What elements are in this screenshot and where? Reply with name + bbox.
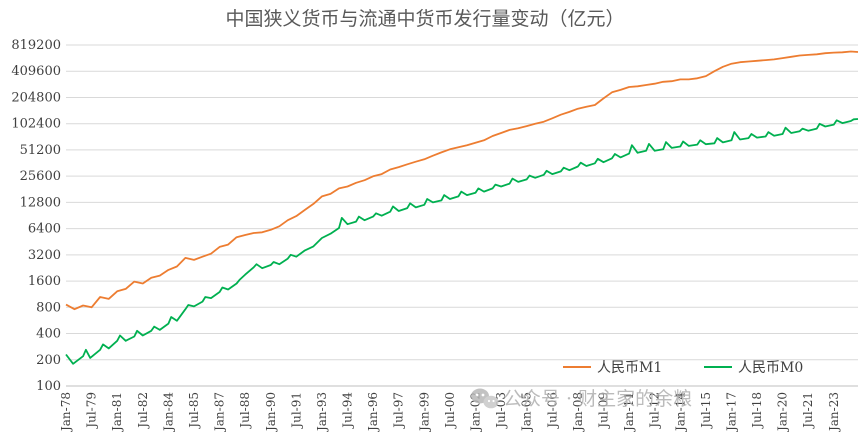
legend-label: 人民币M0 [738, 360, 803, 376]
y-tick-label: 800 [36, 300, 61, 315]
y-axis-ticks: 819200 409600 204800 102400 51200 25600 12800 6… [11, 38, 61, 394]
watermark: 公众号 · 财主家的余粮 [471, 388, 692, 410]
y-tick-label: 100 [36, 379, 61, 394]
x-tick-label: Jul-91 [289, 392, 303, 430]
y-tick-label: 3200 [28, 248, 61, 263]
x-tick-label: Jul-00 [443, 392, 457, 430]
y-tick-label: 25600 [20, 169, 61, 184]
x-tick-label: Jul-09 [596, 392, 610, 430]
x-tick-label: Jan-84 [161, 392, 175, 433]
x-tick-label: Jul-85 [187, 392, 201, 430]
watermark-text: 公众号 · 财主家的余粮 [503, 388, 692, 410]
x-tick-label: Jan-90 [264, 392, 278, 433]
x-tick-label: Jan-17 [724, 392, 738, 433]
wechat-icon [471, 388, 499, 409]
x-tick-label: Jan-78 [59, 392, 73, 433]
y-tick-label: 12800 [20, 195, 61, 210]
y-tick-label: 1600 [28, 274, 61, 289]
y-tick-label: 819200 [11, 38, 61, 53]
x-tick-label: Jan-81 [110, 392, 124, 433]
x-tick-label: Jul-97 [392, 392, 406, 430]
gridlines [66, 44, 858, 387]
x-tick-label: Jan-93 [315, 392, 329, 433]
x-tick-label: Jan-96 [366, 392, 380, 433]
y-tick-label: 400 [36, 327, 61, 342]
y-tick-label: 409600 [11, 64, 61, 79]
x-tick-label: Jan-20 [776, 392, 790, 433]
x-tick-label: Jan-05 [520, 392, 534, 433]
x-tick-label: Jul-06 [545, 392, 559, 430]
series-lines [65, 50, 859, 365]
x-tick-label: Jul-79 [85, 392, 99, 430]
y-tick-label: 6400 [28, 222, 61, 237]
x-tick-label: Jan-14 [673, 392, 687, 433]
x-tick-label: Jan-08 [571, 392, 585, 433]
x-tick-label: Jul-88 [238, 392, 252, 430]
y-tick-label: 200 [36, 353, 61, 368]
series-line-m1 [65, 50, 859, 311]
x-tick-label: Jul-94 [341, 392, 355, 430]
x-tick-label: Jul-18 [750, 392, 764, 430]
series-line-m0 [65, 118, 859, 365]
y-tick-label: 102400 [11, 117, 61, 132]
x-axis-ticks: Jan-78 Jul-79 Jan-81 Jul-82 Jan-84 Jul-85 Jan-… [59, 392, 841, 433]
x-tick-label: Jul-12 [648, 392, 662, 430]
x-tick-label: Jan-87 [213, 392, 227, 433]
y-tick-label: 51200 [20, 143, 61, 158]
chart-title: 中国狭义货币与流通中货币发行量变动（亿元） [225, 8, 624, 30]
legend-label: 人民币M1 [597, 360, 662, 376]
legend: 人民币M1 人民币M0 [563, 360, 803, 376]
y-tick-label: 204800 [11, 90, 61, 105]
x-tick-label: Jan-23 [827, 392, 841, 433]
x-tick-label: Jul-21 [801, 392, 815, 430]
x-tick-label: Jan-11 [622, 392, 636, 433]
x-tick-label: Jul-15 [699, 392, 713, 430]
x-tick-label: Jul-82 [136, 392, 150, 430]
x-tick-label: Jan-99 [417, 392, 431, 433]
